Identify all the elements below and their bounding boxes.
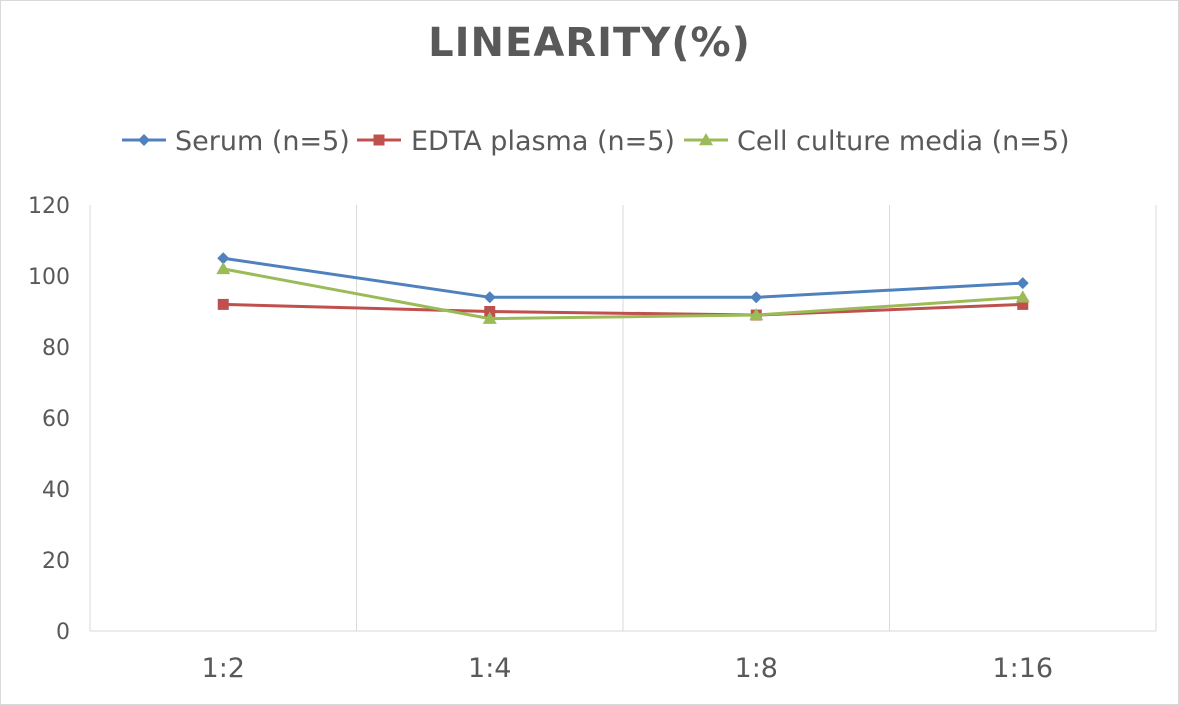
- legend-label: Cell culture media (n=5): [737, 126, 1070, 157]
- data-point: [1016, 277, 1029, 290]
- y-tick-label: 80: [42, 336, 70, 361]
- data-point: [217, 252, 230, 265]
- legend-marker: [373, 134, 385, 146]
- chart-title: LINEARITY(%): [428, 20, 751, 66]
- legend-label: Serum (n=5): [175, 126, 350, 157]
- legend-marker: [699, 133, 713, 146]
- data-point: [484, 306, 496, 317]
- data-point: [217, 298, 229, 310]
- series-line-2: [223, 302, 1023, 317]
- series-line-3: [222, 267, 1023, 321]
- data-point: [482, 311, 497, 324]
- x-tick-label: 1:4: [468, 653, 511, 684]
- data-point: [483, 291, 496, 304]
- data-point: [216, 261, 231, 275]
- x-tick-label: 1:2: [202, 653, 245, 684]
- data-point: [1015, 290, 1030, 303]
- x-tick-label: 1:16: [992, 653, 1053, 684]
- legend-label: EDTA plasma (n=5): [411, 126, 675, 157]
- y-tick-label: 100: [28, 265, 70, 290]
- series-line-1: [223, 256, 1023, 299]
- y-tick-label: 120: [28, 194, 70, 219]
- y-tick-label: 0: [56, 620, 70, 645]
- y-tick-label: 40: [42, 478, 70, 503]
- data-point: [1017, 298, 1029, 310]
- y-tick-label: 60: [42, 407, 70, 432]
- x-tick-label: 1:8: [735, 653, 778, 684]
- data-point: [750, 291, 763, 304]
- legend-marker: [138, 134, 150, 146]
- y-tick-label: 20: [42, 549, 70, 574]
- data-point: [749, 308, 764, 321]
